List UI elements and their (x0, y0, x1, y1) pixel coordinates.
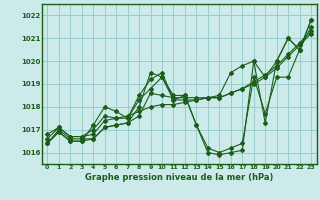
X-axis label: Graphe pression niveau de la mer (hPa): Graphe pression niveau de la mer (hPa) (85, 173, 273, 182)
